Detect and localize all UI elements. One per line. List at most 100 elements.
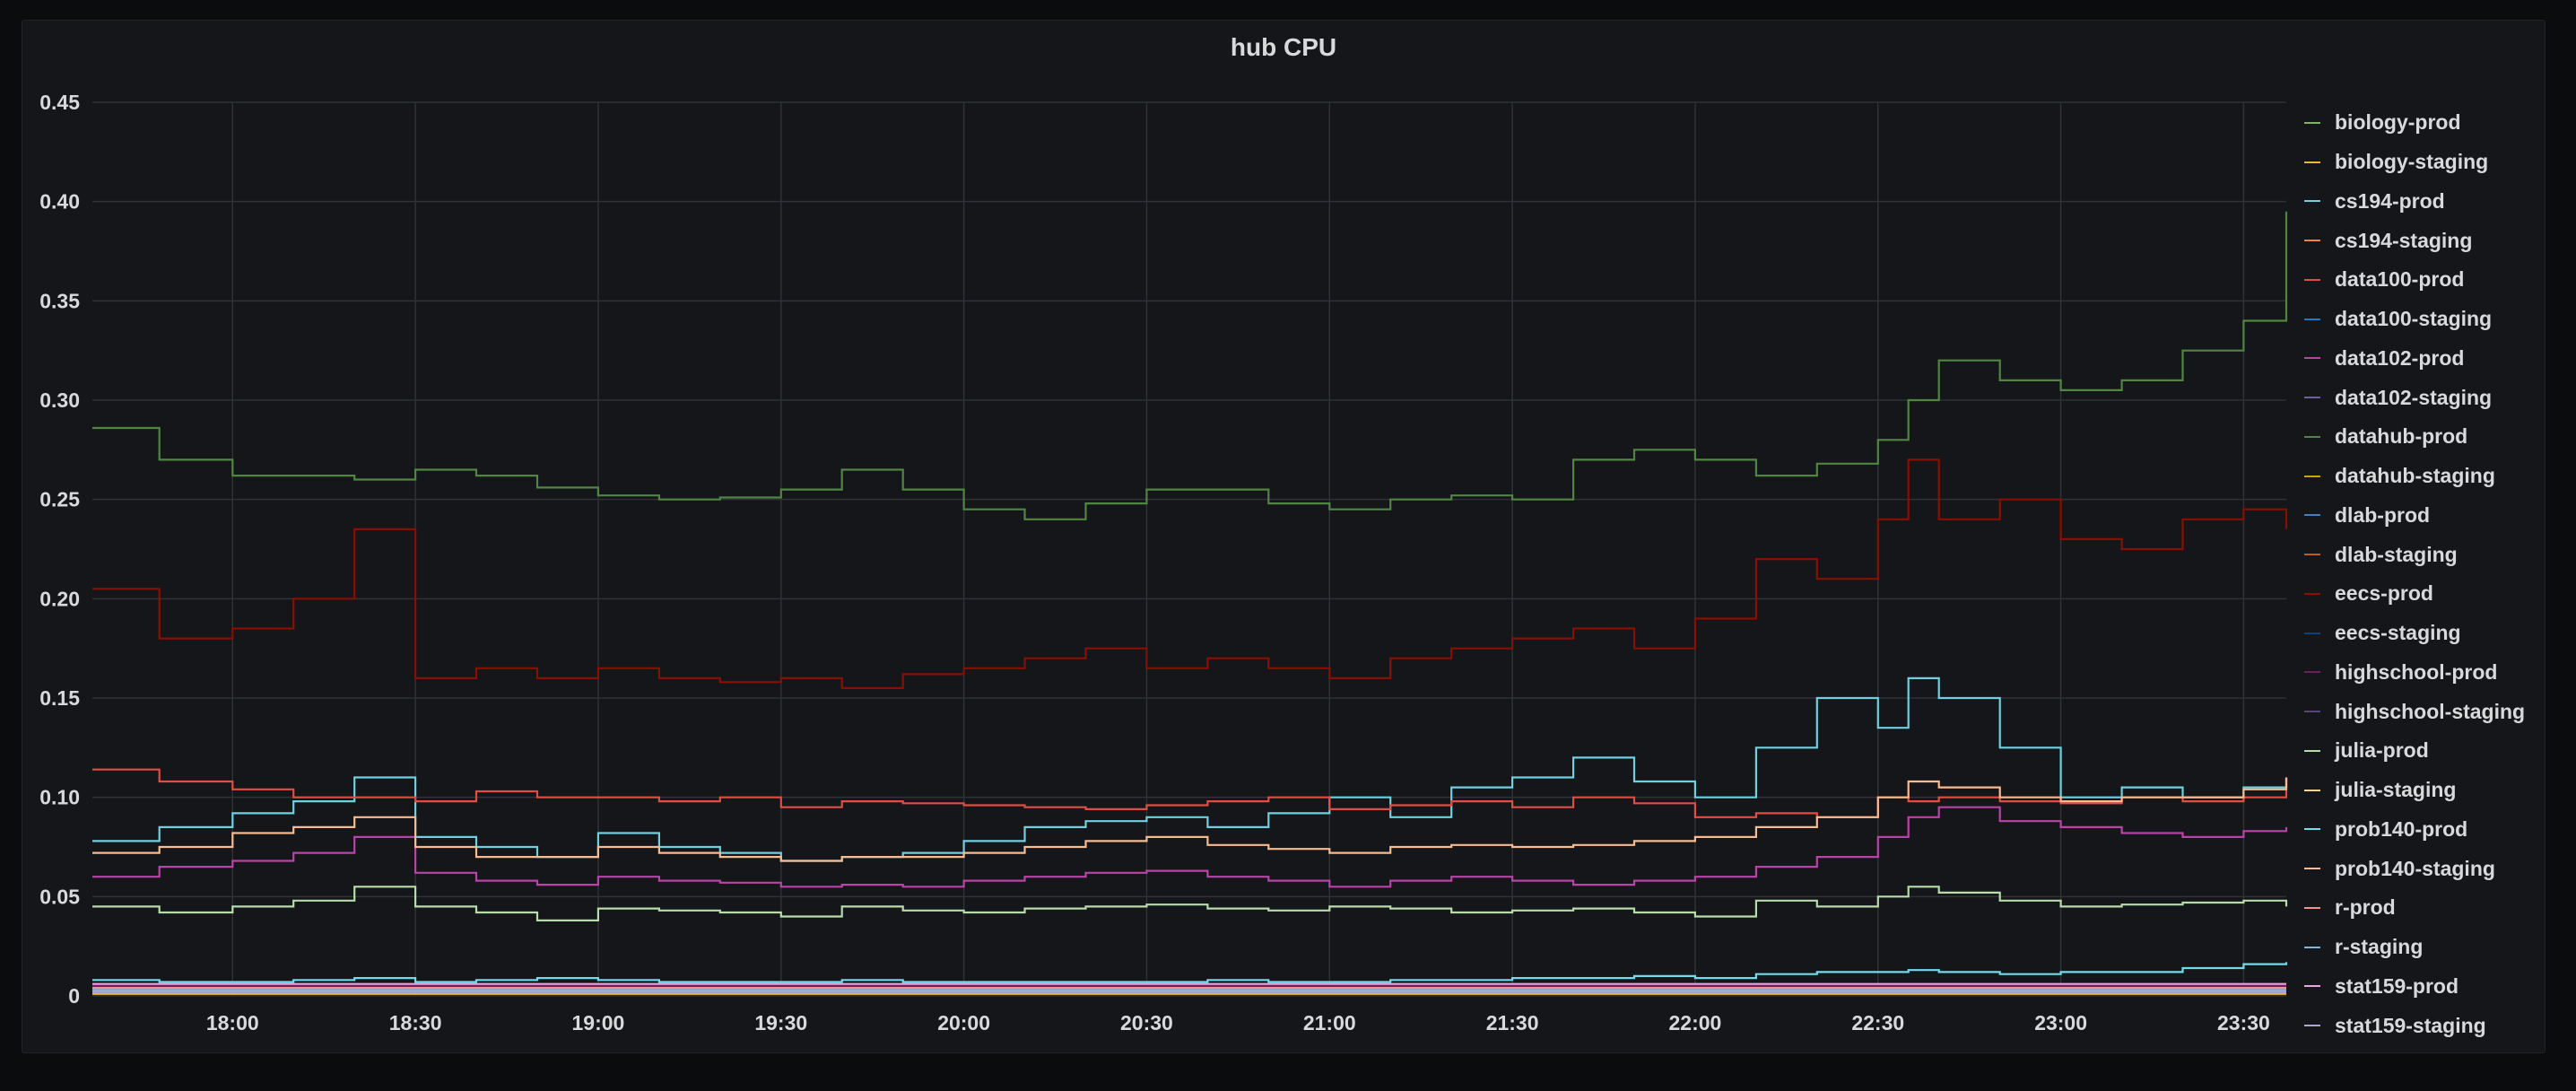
series-line-cs194-prod[interactable] [92,676,2288,862]
legend-item-highschool-staging[interactable]: highschool-staging [2304,692,2525,731]
legend-label: prob140-prod [2335,816,2468,841]
x-tick-label: 20:00 [937,1011,990,1034]
x-tick-label: 22:00 [1669,1011,1722,1034]
legend-swatch [2304,946,2320,948]
legend-swatch [2304,554,2320,556]
legend-label: datahub-prod [2335,424,2468,449]
legend-swatch [2304,475,2320,477]
legend-label: dlab-prod [2335,502,2431,527]
series-line-data102-prod[interactable] [92,806,2288,888]
y-tick-label: 0.10 [39,786,80,809]
legend-item-biology-staging[interactable]: biology-staging [2304,143,2525,182]
y-tick-label: 0 [68,984,80,1008]
x-tick-label: 19:30 [754,1011,807,1034]
legend-label: datahub-staging [2335,464,2495,488]
legend-item-highschool-prod[interactable]: highschool-prod [2304,653,2525,693]
x-tick-label: 18:30 [389,1011,442,1034]
legend-label: dlab-staging [2335,542,2458,566]
legend-item-datahub-prod[interactable]: datahub-prod [2304,417,2525,457]
legend-swatch [2304,789,2320,791]
legend-swatch [2304,671,2320,674]
legend-label: data102-prod [2335,345,2465,370]
legend-label: biology-staging [2335,150,2489,174]
legend-label: prob140-staging [2335,856,2495,880]
legend-swatch [2304,240,2320,242]
legend-item-dlab-prod[interactable]: dlab-prod [2304,496,2525,536]
legend-item-prob140-staging[interactable]: prob140-staging [2304,849,2525,888]
legend-swatch [2304,1025,2320,1027]
legend-label: stat159-prod [2335,973,2459,998]
legend-swatch [2304,318,2320,320]
legend-item-data100-prod[interactable]: data100-prod [2304,260,2525,300]
legend-label: data102-staging [2335,385,2493,409]
legend-item-dlab-staging[interactable]: dlab-staging [2304,535,2525,574]
x-tick-label: 20:30 [1120,1011,1173,1034]
legend-label: cs194-prod [2335,188,2445,213]
legend-swatch [2304,749,2320,752]
legend-label: data100-staging [2335,307,2493,331]
legend-swatch [2304,906,2320,909]
legend-item-datahub-staging[interactable]: datahub-staging [2304,457,2525,496]
legend-label: data100-prod [2335,267,2465,292]
legend-label: julia-prod [2335,738,2429,763]
legend: biology-prod biology-staging cs194-prod cs1… [2304,103,2525,1045]
y-tick-label: 0.45 [39,91,80,114]
series-line-data100-prod[interactable] [92,768,2288,818]
legend-item-stat159-prod[interactable]: stat159-prod [2304,967,2525,1007]
legend-label: highschool-prod [2335,659,2498,684]
legend-label: stat159-staging [2335,1013,2486,1037]
legend-item-julia-prod[interactable]: julia-prod [2304,731,2525,771]
x-tick-label: 21:30 [1486,1011,1539,1034]
legend-item-stat159-staging[interactable]: stat159-staging [2304,1006,2525,1045]
series-line-prob140-staging[interactable] [92,777,2288,862]
y-tick-label: 0.40 [39,190,80,214]
x-tick-label: 22:30 [1851,1011,1904,1034]
legend-label: eecs-staging [2335,621,2461,645]
series-line-julia-prod[interactable] [92,886,2288,921]
y-tick-label: 0.20 [39,587,80,610]
x-tick-label: 23:00 [2034,1011,2087,1034]
panel-title[interactable]: hub CPU [1230,33,1337,61]
legend-swatch [2304,711,2320,713]
legend-swatch [2304,828,2320,831]
legend-swatch [2304,161,2320,163]
series-line-datahub-prod[interactable] [92,211,2288,520]
y-tick-label: 0.15 [39,686,80,710]
y-tick-label: 0.30 [39,388,80,412]
legend-item-biology-prod[interactable]: biology-prod [2304,103,2525,143]
series-line-eecs-prod[interactable] [92,458,2288,689]
legend-label: cs194-staging [2335,228,2473,252]
legend-swatch [2304,632,2320,634]
y-tick-label: 0.25 [39,488,80,511]
x-tick-label: 19:00 [572,1011,625,1034]
legend-label: eecs-prod [2335,581,2433,606]
x-tick-label: 18:00 [206,1011,259,1034]
legend-swatch [2304,357,2320,360]
series-line-prob140-prod[interactable] [92,962,2288,983]
legend-swatch [2304,514,2320,517]
plot-area: 0 0.05 0.10 0.15 0.20 0.25 0.30 0.35 0.40 0.45 18:… [39,91,2288,1034]
legend-swatch [2304,435,2320,438]
graph-panel: hub CPU 0 0.05 0.10 0.15 0.20 0.25 0.30 0.35 0.4… [22,20,2546,1053]
legend-swatch [2304,985,2320,988]
legend-item-data102-prod[interactable]: data102-prod [2304,339,2525,379]
legend-item-cs194-prod[interactable]: cs194-prod [2304,182,2525,222]
legend-item-eecs-prod[interactable]: eecs-prod [2304,574,2525,614]
legend-item-cs194-staging[interactable]: cs194-staging [2304,221,2525,260]
legend-item-r-staging[interactable]: r-staging [2304,928,2525,967]
legend-item-data100-staging[interactable]: data100-staging [2304,300,2525,339]
legend-label: julia-staging [2335,778,2457,802]
legend-label: biology-prod [2335,110,2461,135]
legend-item-r-prod[interactable]: r-prod [2304,888,2525,928]
legend-item-eecs-staging[interactable]: eecs-staging [2304,614,2525,653]
legend-item-julia-staging[interactable]: julia-staging [2304,771,2525,810]
legend-swatch [2304,868,2320,870]
legend-item-data102-staging[interactable]: data102-staging [2304,378,2525,417]
legend-swatch [2304,200,2320,203]
legend-swatch [2304,592,2320,595]
legend-swatch [2304,278,2320,281]
legend-label: highschool-staging [2335,699,2526,723]
legend-swatch [2304,397,2320,399]
legend-label: r-prod [2335,895,2396,920]
legend-item-prob140-prod[interactable]: prob140-prod [2304,810,2525,850]
